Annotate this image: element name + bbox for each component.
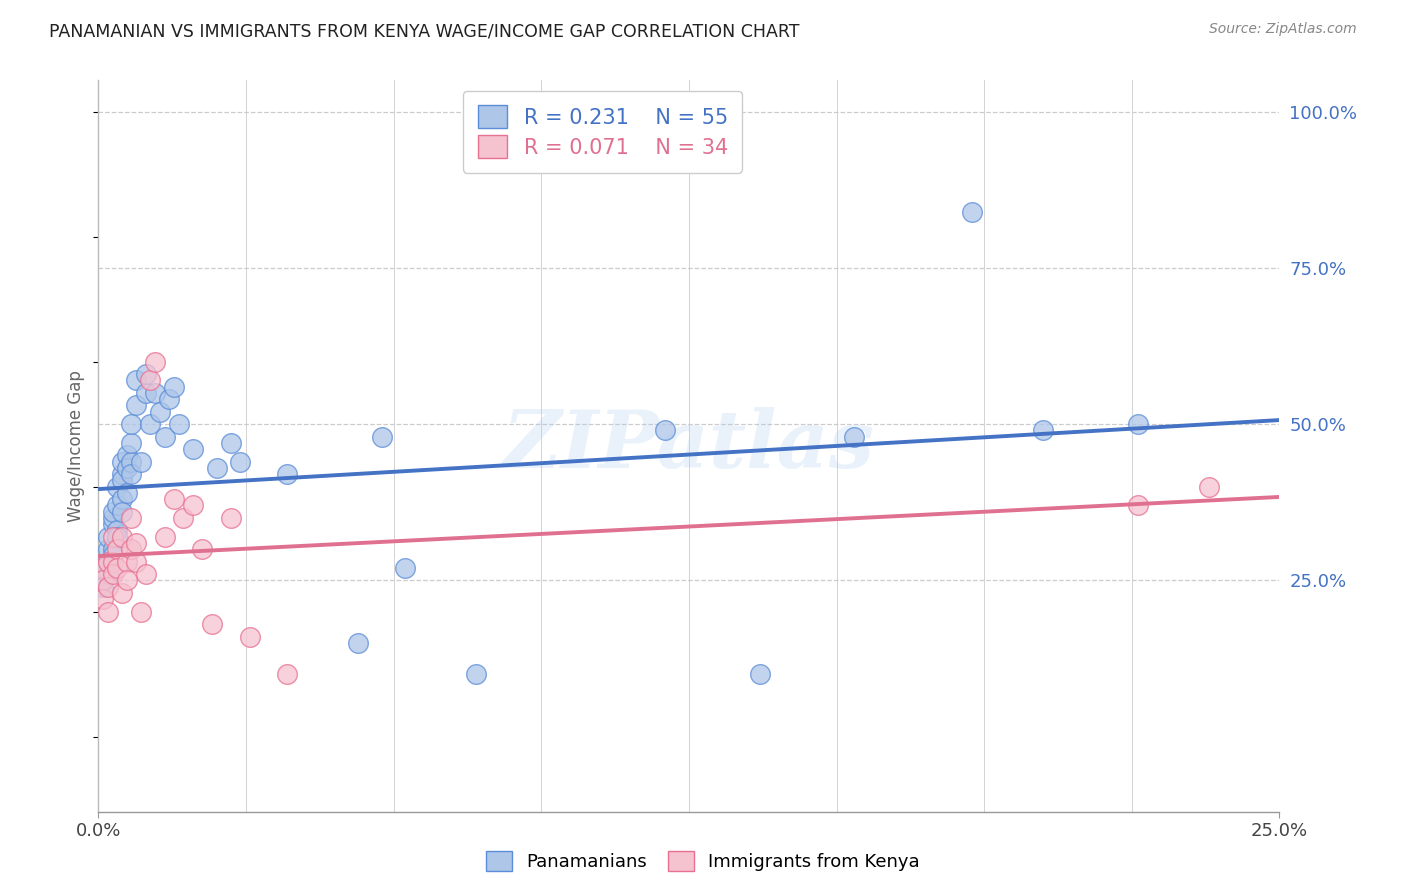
Point — [1126, 417, 1149, 431]
Point — [157, 392, 180, 406]
Point — [111, 467, 134, 482]
Point — [125, 398, 148, 412]
Point — [125, 536, 148, 550]
Point — [111, 586, 134, 600]
Point — [139, 417, 162, 431]
Point — [135, 385, 157, 400]
Point — [163, 379, 186, 393]
Point — [91, 561, 114, 575]
Point — [101, 505, 124, 519]
Point — [121, 542, 143, 557]
Point — [115, 486, 138, 500]
Point — [143, 385, 166, 400]
Point — [371, 429, 394, 443]
Point — [191, 542, 214, 557]
Point — [111, 530, 134, 544]
Point — [1198, 480, 1220, 494]
Text: ZIPatlas: ZIPatlas — [503, 408, 875, 484]
Point — [962, 204, 984, 219]
Point — [115, 449, 138, 463]
Point — [276, 667, 298, 681]
Point — [121, 455, 143, 469]
Point — [97, 567, 120, 582]
Point — [91, 574, 114, 588]
Point — [101, 555, 124, 569]
Point — [276, 467, 298, 482]
Point — [654, 423, 676, 437]
Point — [125, 555, 148, 569]
Point — [101, 511, 124, 525]
Point — [111, 492, 134, 507]
Point — [163, 492, 186, 507]
Y-axis label: Wage/Income Gap: Wage/Income Gap — [67, 370, 86, 522]
Point — [115, 555, 138, 569]
Point — [91, 592, 114, 607]
Point — [101, 542, 124, 557]
Point — [105, 524, 128, 538]
Point — [219, 435, 242, 450]
Point — [201, 617, 224, 632]
Point — [105, 499, 128, 513]
Point — [219, 511, 242, 525]
Point — [172, 511, 194, 525]
Point — [121, 417, 143, 431]
Point — [97, 580, 120, 594]
Legend: Panamanians, Immigrants from Kenya: Panamanians, Immigrants from Kenya — [479, 844, 927, 879]
Point — [101, 567, 124, 582]
Point — [91, 580, 114, 594]
Point — [121, 435, 143, 450]
Point — [394, 561, 416, 575]
Point — [91, 561, 114, 575]
Point — [181, 499, 204, 513]
Point — [105, 542, 128, 557]
Text: PANAMANIAN VS IMMIGRANTS FROM KENYA WAGE/INCOME GAP CORRELATION CHART: PANAMANIAN VS IMMIGRANTS FROM KENYA WAGE… — [49, 22, 800, 40]
Point — [105, 530, 128, 544]
Point — [129, 455, 152, 469]
Point — [205, 461, 228, 475]
Point — [105, 561, 128, 575]
Point — [229, 455, 252, 469]
Point — [97, 555, 120, 569]
Point — [97, 605, 120, 619]
Point — [115, 461, 138, 475]
Point — [135, 567, 157, 582]
Point — [121, 511, 143, 525]
Point — [111, 474, 134, 488]
Point — [1126, 499, 1149, 513]
Point — [97, 542, 120, 557]
Point — [465, 667, 488, 681]
Point — [1032, 423, 1054, 437]
Point — [153, 429, 176, 443]
Text: Source: ZipAtlas.com: Source: ZipAtlas.com — [1209, 22, 1357, 37]
Point — [111, 505, 134, 519]
Point — [97, 530, 120, 544]
Point — [97, 555, 120, 569]
Point — [101, 517, 124, 532]
Point — [135, 367, 157, 381]
Point — [844, 429, 866, 443]
Point — [748, 667, 770, 681]
Point — [129, 605, 152, 619]
Point — [143, 354, 166, 368]
Point — [239, 630, 262, 644]
Legend: R = 0.231    N = 55, R = 0.071    N = 34: R = 0.231 N = 55, R = 0.071 N = 34 — [463, 91, 742, 172]
Point — [101, 549, 124, 563]
Point — [115, 574, 138, 588]
Point — [91, 574, 114, 588]
Point — [167, 417, 190, 431]
Point — [101, 530, 124, 544]
Point — [121, 467, 143, 482]
Point — [125, 373, 148, 387]
Point — [347, 636, 370, 650]
Point — [149, 404, 172, 418]
Point — [139, 373, 162, 387]
Point — [111, 455, 134, 469]
Point — [105, 480, 128, 494]
Point — [153, 530, 176, 544]
Point — [181, 442, 204, 457]
